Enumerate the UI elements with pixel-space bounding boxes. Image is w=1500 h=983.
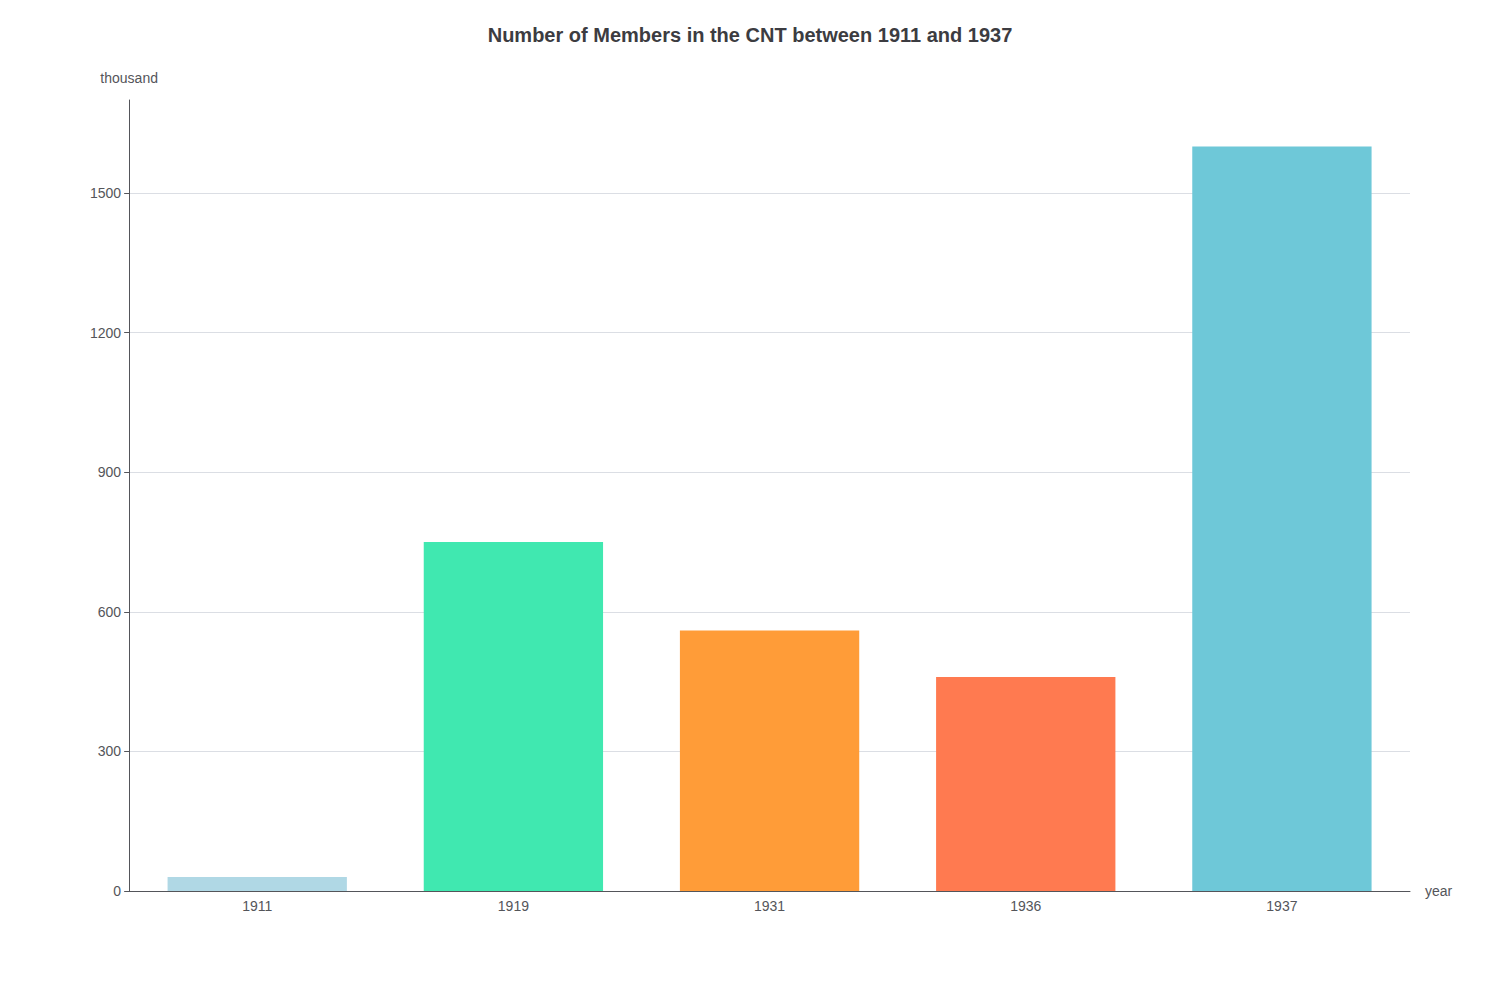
svg-text:300: 300 xyxy=(98,743,122,759)
svg-text:900: 900 xyxy=(98,464,122,480)
svg-text:0: 0 xyxy=(113,883,121,899)
svg-text:1911: 1911 xyxy=(242,898,272,914)
svg-text:1200: 1200 xyxy=(90,325,121,341)
svg-text:thousand: thousand xyxy=(100,70,158,86)
svg-text:1937: 1937 xyxy=(1266,898,1297,914)
svg-text:1500: 1500 xyxy=(90,185,121,201)
svg-text:1919: 1919 xyxy=(498,898,529,914)
svg-text:Number of Members in the CNT b: Number of Members in the CNT between 191… xyxy=(488,24,1013,46)
svg-text:600: 600 xyxy=(98,604,122,620)
svg-text:1936: 1936 xyxy=(1010,898,1041,914)
svg-text:1931: 1931 xyxy=(754,898,785,914)
svg-text:year: year xyxy=(1425,883,1453,899)
